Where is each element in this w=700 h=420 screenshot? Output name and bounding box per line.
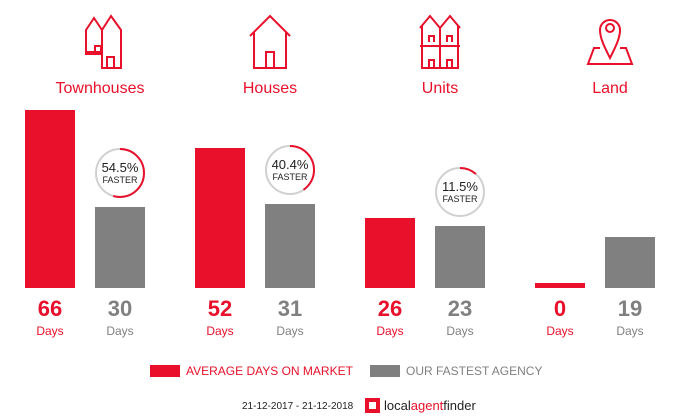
category-label: Townhouses (55, 80, 145, 97)
days-label: Days (36, 324, 64, 338)
legend-fastest: OUR FASTEST AGENCY (370, 364, 542, 378)
category-houses: Houses (185, 12, 355, 98)
logo-text-local: local (384, 398, 411, 413)
category-townhouses: Townhouses (15, 12, 185, 98)
days-label: Days (376, 324, 404, 338)
legend-label-fastest: OUR FASTEST AGENCY (406, 364, 543, 378)
value-label: 26 (377, 296, 403, 321)
faster-badge: 54.5% FASTER (94, 147, 146, 199)
value-label: 52 (207, 296, 233, 321)
days-label: Days (106, 324, 134, 338)
category-units: Units (355, 12, 525, 98)
days-label: Days (446, 324, 474, 338)
progress-ring (265, 145, 315, 196)
faster-percent: 11.5% (442, 178, 478, 194)
logo-text-finder: finder (443, 398, 476, 413)
legend-swatch-grey (370, 365, 400, 377)
progress-ring (435, 166, 485, 217)
category-label: Land (592, 80, 628, 97)
faster-percent: 54.5% (101, 160, 139, 176)
value-label: 0 (553, 296, 567, 321)
category-land: Land (525, 12, 695, 98)
category-label: Units (421, 80, 459, 97)
value-label: 19 (617, 296, 643, 321)
value-label: 66 (37, 296, 63, 321)
faster-text: FASTER (102, 175, 138, 186)
days-label: Days (616, 324, 644, 338)
logo-text-agent: agent (410, 398, 444, 413)
land-pin-icon (586, 19, 634, 65)
units-icon (419, 14, 461, 69)
legend-swatch-red (150, 365, 180, 377)
legend-average: AVERAGE DAYS ON MARKET (150, 364, 353, 378)
average-bar (535, 283, 585, 288)
faster-badge: 11.5% FASTER (434, 166, 486, 218)
average-bar (25, 110, 75, 288)
faster-percent: 40.4% (271, 157, 309, 173)
value-label: 30 (107, 296, 133, 321)
category-label: Houses (242, 80, 298, 97)
date-range: 21-12-2017 - 21-12-2018 (242, 401, 354, 412)
logo-icon (365, 398, 380, 413)
average-bar (195, 147, 245, 288)
legend-label-average: AVERAGE DAYS ON MARKET (186, 364, 353, 378)
fastest-bar (95, 207, 145, 288)
average-bar (365, 217, 415, 288)
faster-text: FASTER (442, 193, 478, 204)
fastest-bar (435, 225, 485, 288)
faster-text: FASTER (272, 172, 308, 183)
house-icon (249, 14, 291, 69)
value-label: 31 (277, 296, 303, 321)
fastest-bar (605, 236, 655, 288)
days-label: Days (276, 324, 304, 338)
value-label: 23 (447, 296, 473, 321)
progress-ring (95, 148, 145, 199)
days-label: Days (546, 324, 574, 338)
days-label: Days (206, 324, 234, 338)
townhouse-icon (85, 14, 122, 69)
fastest-bar (265, 204, 315, 288)
localagentfinder-logo: local agent finder (365, 398, 476, 413)
faster-badge: 40.4% FASTER (264, 144, 316, 196)
